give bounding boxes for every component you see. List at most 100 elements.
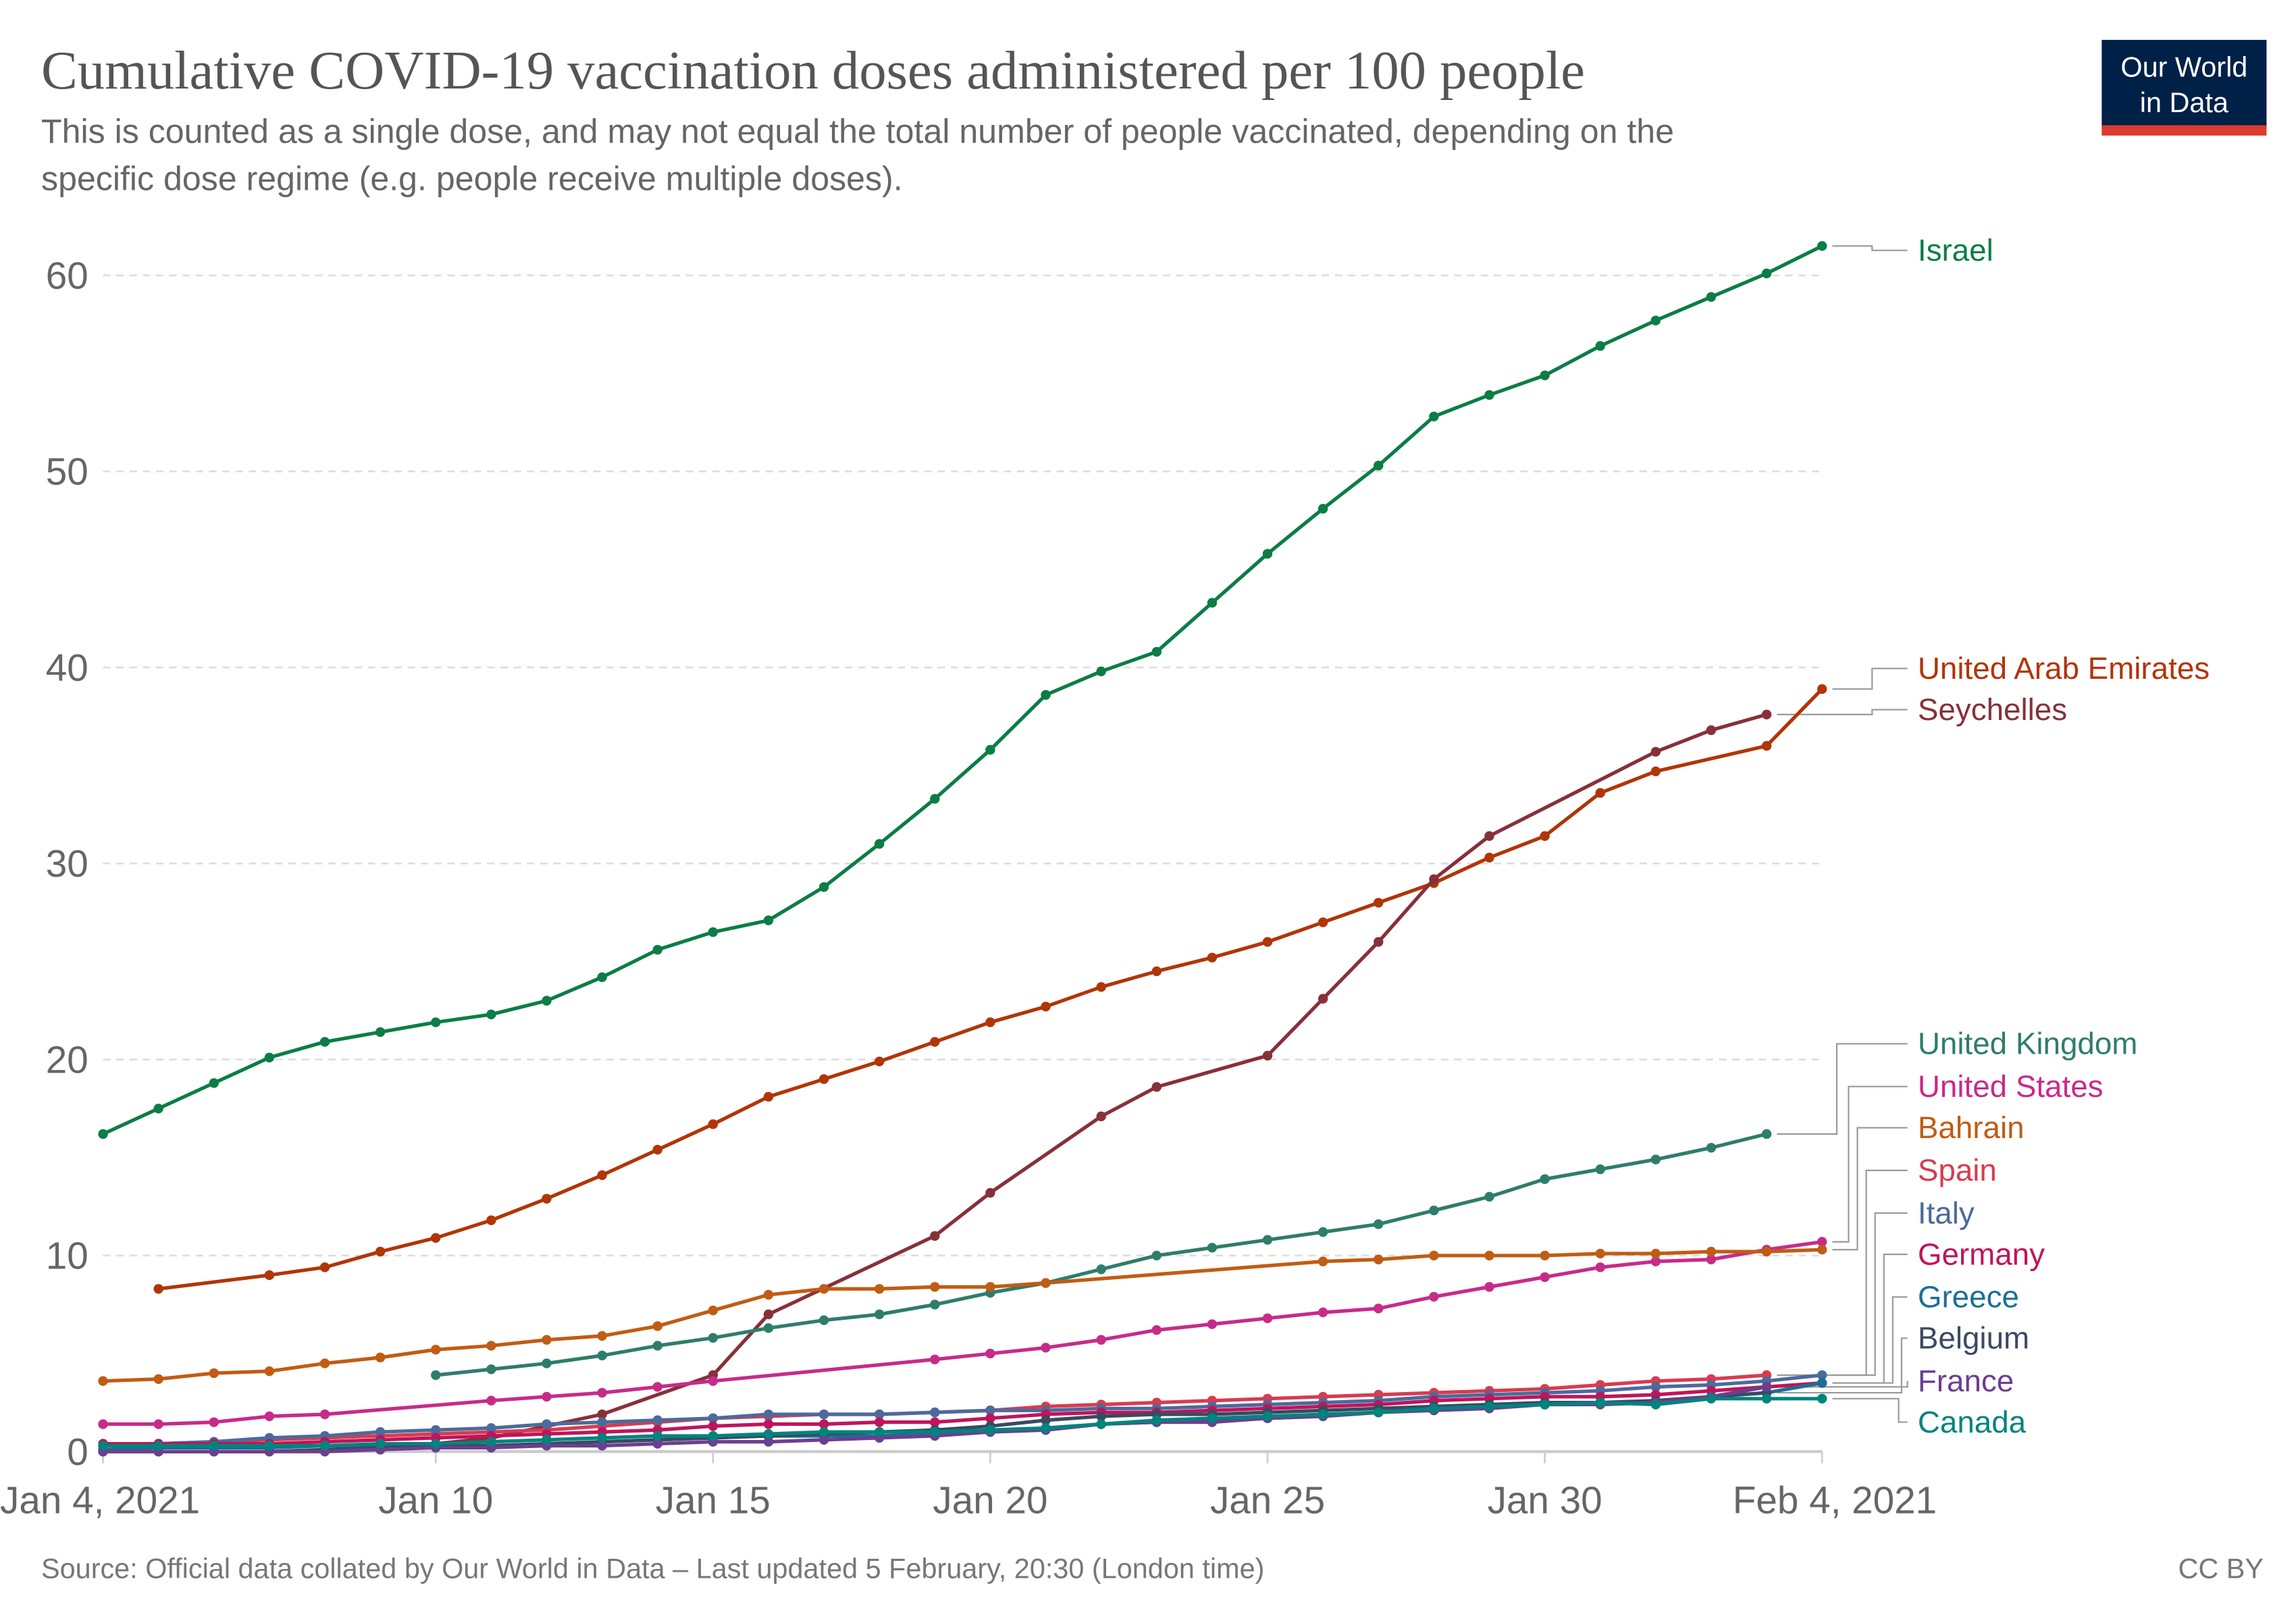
data-point[interactable]: [486, 1423, 496, 1433]
data-point[interactable]: [319, 1409, 330, 1420]
data-point[interactable]: [153, 1284, 163, 1294]
data-point[interactable]: [597, 972, 607, 982]
data-point[interactable]: [1540, 1272, 1550, 1283]
data-point[interactable]: [209, 1441, 219, 1451]
series-label[interactable]: United Kingdom: [1918, 1027, 2138, 1061]
data-point[interactable]: [652, 1321, 662, 1331]
data-point[interactable]: [1817, 1237, 1827, 1247]
data-point[interactable]: [763, 1289, 774, 1300]
owid-logo[interactable]: Our World in Data: [2102, 40, 2267, 136]
data-point[interactable]: [1429, 1404, 1439, 1414]
data-point[interactable]: [431, 1017, 441, 1027]
data-point[interactable]: [708, 1376, 719, 1386]
data-point[interactable]: [597, 1170, 607, 1181]
data-point[interactable]: [1317, 1256, 1328, 1266]
data-point[interactable]: [930, 1282, 940, 1292]
data-point[interactable]: [98, 1419, 108, 1429]
data-point[interactable]: [1817, 1378, 1827, 1388]
data-point[interactable]: [264, 1366, 275, 1376]
data-point[interactable]: [1374, 1254, 1384, 1264]
data-point[interactable]: [1484, 852, 1494, 863]
series-label[interactable]: United States: [1918, 1069, 2104, 1104]
data-point[interactable]: [319, 1441, 330, 1451]
data-point[interactable]: [985, 1413, 995, 1424]
data-point[interactable]: [597, 1387, 607, 1398]
data-point[interactable]: [1374, 1219, 1384, 1229]
data-point[interactable]: [1650, 1382, 1661, 1392]
data-point[interactable]: [1374, 461, 1384, 471]
data-point[interactable]: [375, 1352, 386, 1363]
series-line[interactable]: [158, 688, 1824, 1291]
data-point[interactable]: [486, 1341, 496, 1351]
data-point[interactable]: [1429, 1250, 1439, 1261]
license-link[interactable]: CC BY: [2178, 1553, 2264, 1585]
data-point[interactable]: [1374, 1407, 1384, 1418]
data-point[interactable]: [597, 1331, 607, 1341]
series-united-states[interactable]: [98, 1237, 1827, 1429]
data-point[interactable]: [264, 1270, 275, 1281]
data-point[interactable]: [1706, 725, 1717, 736]
data-point[interactable]: [1650, 1154, 1661, 1164]
series-label[interactable]: France: [1918, 1364, 2014, 1398]
data-point[interactable]: [486, 1364, 496, 1374]
data-point[interactable]: [1207, 952, 1218, 962]
data-point[interactable]: [542, 1391, 552, 1402]
data-point[interactable]: [1151, 966, 1162, 977]
data-point[interactable]: [1317, 1227, 1328, 1237]
data-point[interactable]: [875, 1409, 885, 1420]
data-point[interactable]: [1429, 1291, 1439, 1302]
data-point[interactable]: [375, 1439, 386, 1449]
series-line[interactable]: [103, 1381, 1823, 1446]
data-point[interactable]: [1595, 1248, 1605, 1259]
data-point[interactable]: [431, 1425, 441, 1435]
data-point[interactable]: [542, 1193, 552, 1204]
data-point[interactable]: [1041, 1415, 1051, 1425]
data-point[interactable]: [985, 1187, 995, 1198]
data-point[interactable]: [1540, 1174, 1550, 1184]
data-point[interactable]: [652, 944, 662, 955]
data-point[interactable]: [264, 1411, 275, 1422]
data-point[interactable]: [763, 1437, 774, 1447]
data-point[interactable]: [875, 1309, 885, 1320]
data-point[interactable]: [1262, 1313, 1273, 1323]
data-point[interactable]: [1817, 1393, 1827, 1404]
data-point[interactable]: [708, 1306, 719, 1316]
data-point[interactable]: [153, 1374, 163, 1384]
data-point[interactable]: [1706, 1254, 1717, 1264]
data-point[interactable]: [930, 1354, 940, 1364]
data-point[interactable]: [1761, 1382, 1772, 1392]
data-point[interactable]: [930, 1037, 940, 1047]
data-point[interactable]: [985, 744, 995, 755]
series-line[interactable]: [103, 1247, 1823, 1383]
data-point[interactable]: [1041, 1343, 1051, 1353]
data-point[interactable]: [1706, 1143, 1717, 1153]
data-point[interactable]: [1096, 1111, 1106, 1122]
data-point[interactable]: [1706, 1393, 1717, 1404]
data-point[interactable]: [818, 882, 829, 892]
data-point[interactable]: [1761, 709, 1772, 720]
data-point[interactable]: [542, 996, 552, 1006]
series-united-arab-emirates[interactable]: [153, 684, 1827, 1294]
series-label[interactable]: Germany: [1918, 1237, 2045, 1271]
data-point[interactable]: [1374, 937, 1384, 947]
data-point[interactable]: [818, 1074, 829, 1084]
data-point[interactable]: [1817, 1245, 1827, 1255]
data-point[interactable]: [763, 1323, 774, 1333]
data-point[interactable]: [818, 1284, 829, 1294]
data-point[interactable]: [1207, 598, 1218, 608]
data-point[interactable]: [1595, 341, 1605, 351]
data-point[interactable]: [153, 1104, 163, 1114]
data-point[interactable]: [98, 1376, 108, 1386]
data-point[interactable]: [1262, 1050, 1273, 1061]
data-point[interactable]: [1817, 684, 1827, 694]
data-point[interactable]: [985, 1406, 995, 1416]
data-point[interactable]: [1817, 1370, 1827, 1381]
data-point[interactable]: [1484, 831, 1494, 842]
data-point[interactable]: [1484, 1401, 1494, 1412]
data-point[interactable]: [1317, 994, 1328, 1004]
data-point[interactable]: [1650, 1399, 1661, 1410]
data-point[interactable]: [930, 1407, 940, 1418]
data-point[interactable]: [875, 1417, 885, 1427]
data-point[interactable]: [985, 1017, 995, 1027]
data-point[interactable]: [652, 1145, 662, 1155]
